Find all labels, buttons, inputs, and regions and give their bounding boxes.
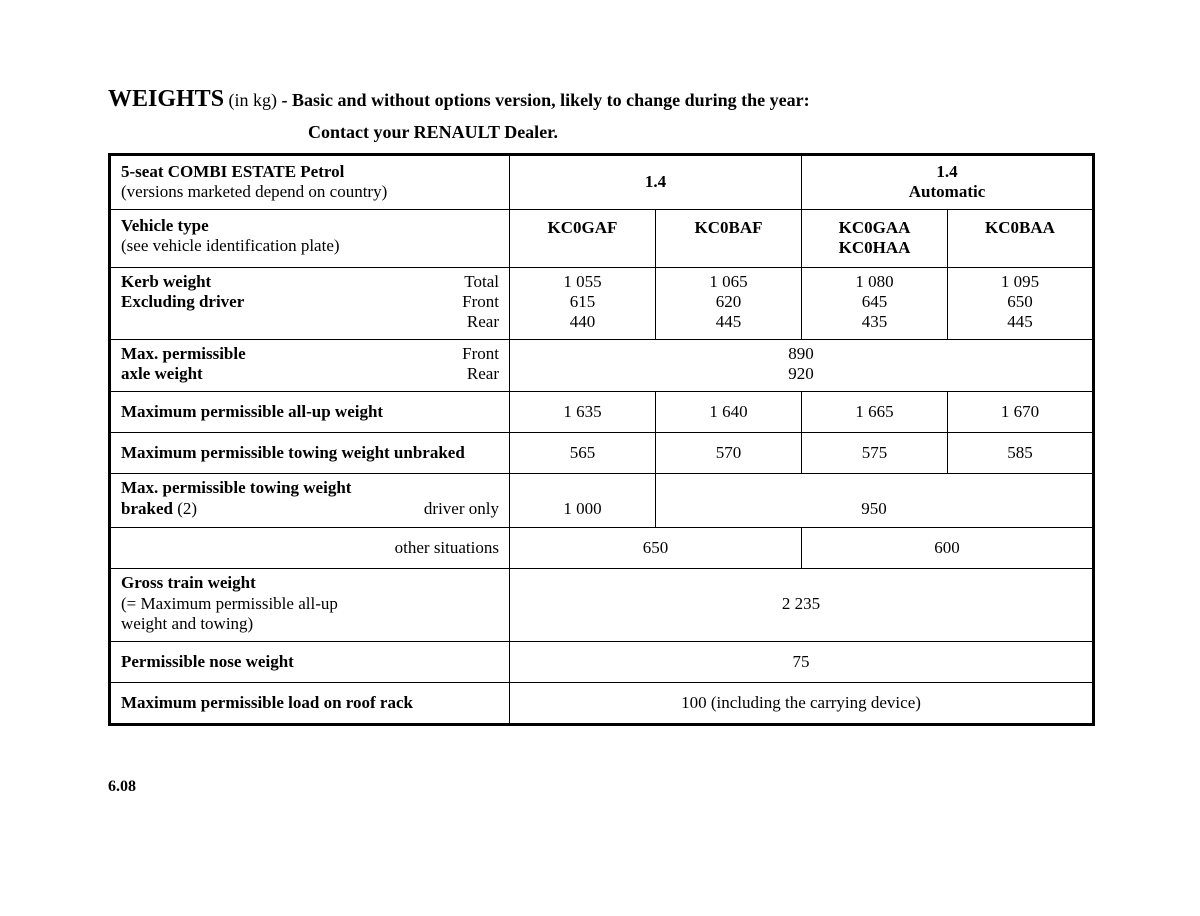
unbraked-label: Maximum permissible towing weight unbrak…: [110, 432, 510, 473]
braked-sub2: other situations: [110, 528, 510, 569]
unbraked-c4: 585: [948, 432, 1094, 473]
vcode-2: KC0BAF: [656, 209, 802, 267]
kerb-sublabels: Total Front Rear: [373, 267, 510, 339]
braked-r2-c1: 650: [510, 528, 802, 569]
axle-label: Max. permissible axle weight: [110, 339, 373, 391]
model-note: (versions marketed depend on country): [121, 182, 387, 201]
axle-values: 890 920: [510, 339, 1094, 391]
engine1-cell: 1.4: [510, 155, 802, 210]
gross-val: 2 235: [510, 569, 1094, 641]
vtype-bold: Vehicle type: [121, 216, 209, 235]
engine2-bot: Automatic: [909, 182, 985, 201]
allup-c4: 1 670: [948, 391, 1094, 432]
allup-label: Maximum permissible all-up weight: [110, 391, 510, 432]
page-number: 6.08: [108, 778, 1102, 796]
vcode-1: KC0GAF: [510, 209, 656, 267]
vehicle-type-label: Vehicle type (see vehicle identification…: [110, 209, 510, 267]
allup-c1: 1 635: [510, 391, 656, 432]
kerb-c1: 1 055 615 440: [510, 267, 656, 339]
axle-sublabels: Front Rear: [373, 339, 510, 391]
title-line1: WEIGHTS (in kg) - Basic and without opti…: [108, 84, 1102, 114]
kerb-label: Kerb weight Excluding driver: [110, 267, 373, 339]
model-bold: 5-seat COMBI ESTATE Petrol: [121, 162, 344, 181]
nose-val: 75: [510, 641, 1094, 682]
title-unit: (in kg): [224, 90, 282, 110]
braked-r2-c2: 600: [802, 528, 1094, 569]
engine2-cell: 1.4 Automatic: [802, 155, 1094, 210]
gross-label: Gross train weight (= Maximum permissibl…: [110, 569, 510, 641]
title-weights: WEIGHTS: [108, 86, 224, 112]
vcode-4: KC0BAA: [948, 209, 1094, 267]
unbraked-c1: 565: [510, 432, 656, 473]
roof-label: Maximum permissible load on roof rack: [110, 683, 510, 725]
braked-r1-c2: 950: [656, 474, 1094, 528]
engine1: 1.4: [645, 172, 666, 191]
nose-label: Permissible nose weight: [110, 641, 510, 682]
allup-c3: 1 665: [802, 391, 948, 432]
model-cell: 5-seat COMBI ESTATE Petrol (versions mar…: [110, 155, 510, 210]
allup-c2: 1 640: [656, 391, 802, 432]
kerb-c2: 1 065 620 445: [656, 267, 802, 339]
title-line2: Contact your RENAULT Dealer.: [308, 122, 1102, 143]
kerb-c3: 1 080 645 435: [802, 267, 948, 339]
unbraked-c3: 575: [802, 432, 948, 473]
unbraked-c2: 570: [656, 432, 802, 473]
engine2-top: 1.4: [936, 162, 957, 181]
vtype-note: (see vehicle identification plate): [121, 236, 340, 255]
braked-r1-c1: 1 000: [510, 474, 656, 528]
weights-table: 5-seat COMBI ESTATE Petrol (versions mar…: [108, 153, 1095, 726]
braked-sub1: driver only: [373, 474, 510, 528]
braked-label: Max. permissible towing weight braked (2…: [110, 474, 373, 528]
title-desc: - Basic and without options version, lik…: [282, 90, 810, 110]
roof-val: 100 (including the carrying device): [510, 683, 1094, 725]
vcode-3: KC0GAA KC0HAA: [802, 209, 948, 267]
kerb-c4: 1 095 650 445: [948, 267, 1094, 339]
